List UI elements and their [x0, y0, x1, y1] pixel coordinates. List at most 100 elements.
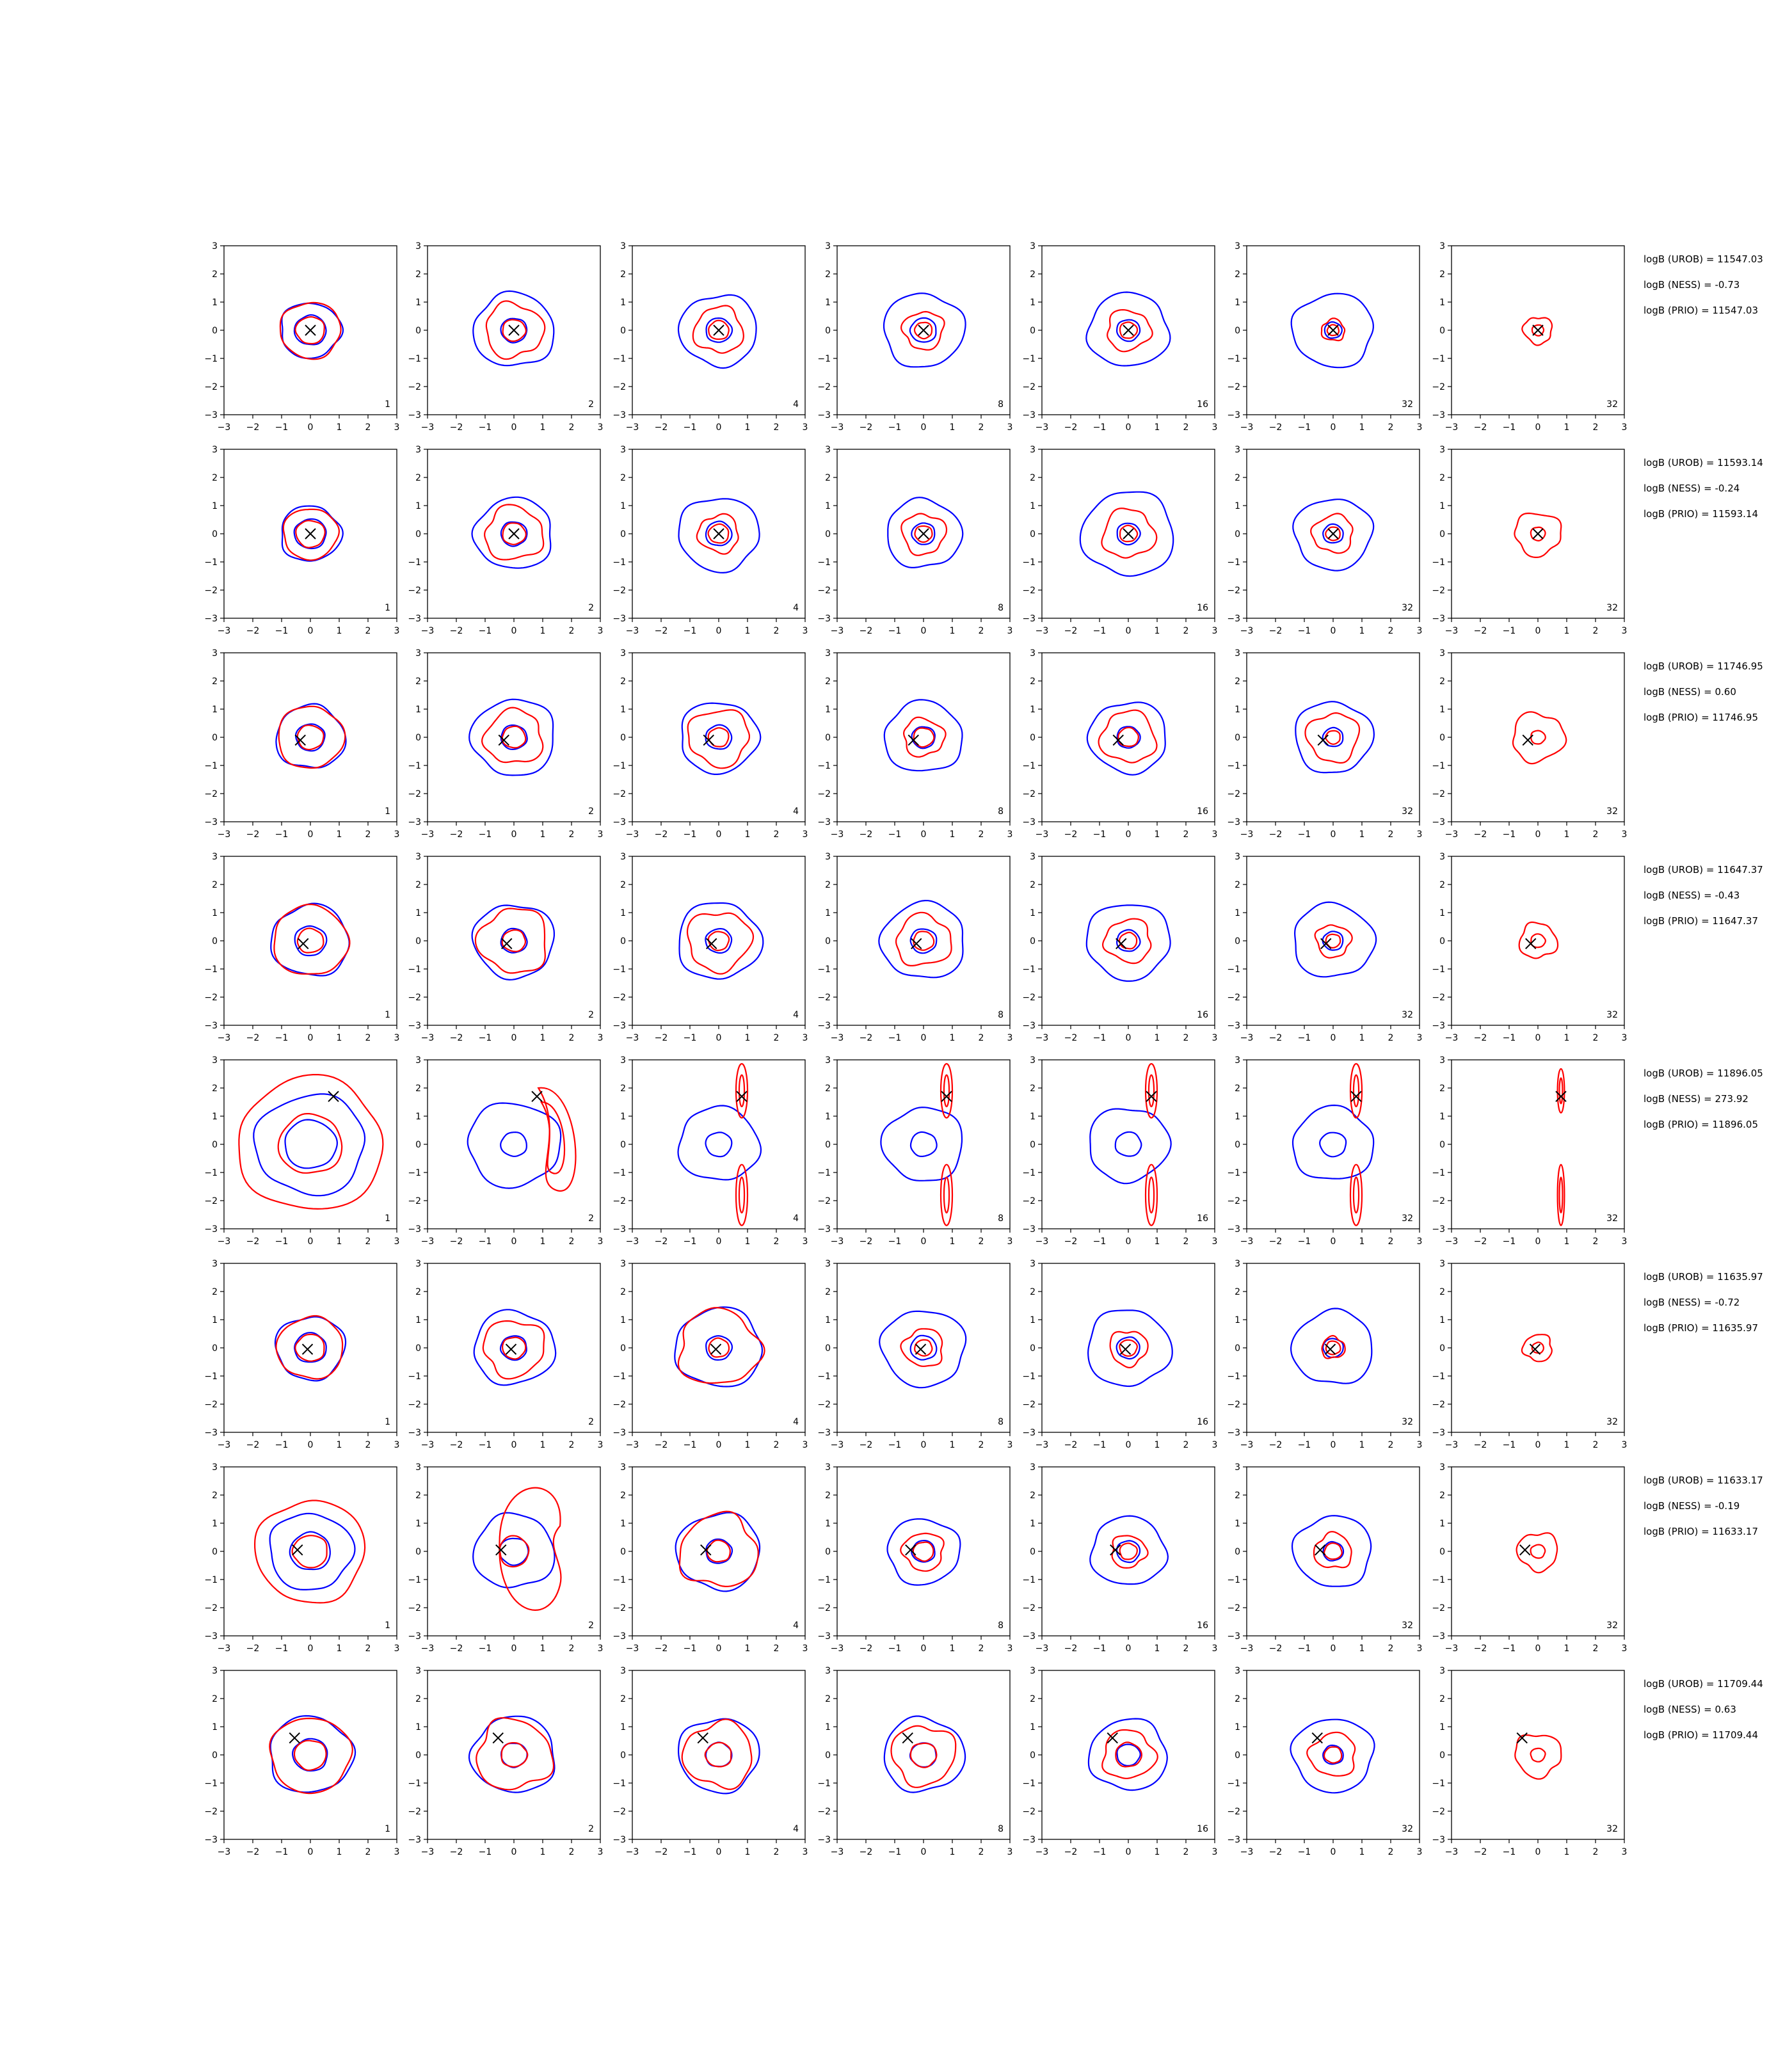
panel-count-label: 32	[1402, 1620, 1413, 1631]
logb-annotation: logB (PRIO) = 11896.05	[1644, 1119, 1758, 1130]
x-tick-label: 3	[1622, 1440, 1628, 1450]
logb-annotation: logB (PRIO) = 11647.37	[1644, 915, 1758, 927]
x-tick-label: 3	[1417, 1236, 1423, 1247]
y-tick-label: −2	[204, 789, 218, 799]
y-tick-label: −2	[1227, 1603, 1240, 1613]
y-tick-label: −1	[612, 964, 626, 975]
y-tick-label: 2	[1235, 1491, 1240, 1501]
x-tick-label: −2	[246, 1440, 260, 1450]
panel-r2-c6: −3 3 −2 2 −1 1 0 0 1 −1 2 −2 3 −3 32	[1227, 445, 1422, 636]
x-tick-label: −1	[275, 626, 289, 636]
y-tick-label: 3	[1439, 445, 1445, 455]
blue-contour-outer	[1087, 1718, 1168, 1791]
panel-r4-c7: −3 3 −2 2 −1 1 0 0 1 −1 2 −2 3 −3 32	[1432, 852, 1627, 1043]
logb-annotation: logB (PRIO) = 11593.14	[1644, 508, 1758, 520]
x-tick-label: −1	[275, 1440, 289, 1450]
red-contour-inner	[707, 727, 730, 748]
panel-count-label: 16	[1197, 1010, 1208, 1020]
y-tick-label: −2	[408, 382, 421, 392]
red-contour-inner	[501, 929, 526, 952]
y-tick-label: −2	[1227, 382, 1240, 392]
y-tick-label: 2	[1235, 269, 1240, 280]
x-tick-label: 1	[1359, 1440, 1365, 1450]
x-tick-label: 1	[540, 1644, 546, 1654]
y-tick-label: 1	[1030, 705, 1036, 715]
y-tick-label: −1	[1432, 1779, 1445, 1789]
y-tick-label: 3	[1439, 241, 1445, 252]
x-tick-label: 0	[1126, 626, 1132, 636]
x-tick-label: 1	[540, 1033, 546, 1043]
x-tick-label: 1	[337, 422, 342, 433]
x-tick-label: 0	[1331, 1236, 1336, 1247]
y-tick-label: −3	[408, 1021, 421, 1031]
x-tick-label: −1	[1298, 626, 1311, 636]
x-tick-label: 1	[337, 829, 342, 840]
panel-count-label: 32	[1606, 603, 1618, 613]
x-tick-label: 2	[979, 626, 984, 636]
x-tick-label: 0	[921, 829, 927, 840]
x-tick-label: 1	[950, 829, 956, 840]
y-tick-label: −3	[1022, 1021, 1036, 1031]
y-tick-label: 2	[415, 473, 421, 483]
panel-r3-c3: −3 3 −2 2 −1 1 0 0 1 −1 2 −2 3 −3 4	[612, 648, 808, 840]
panel-count-label: 32	[1402, 1010, 1413, 1020]
y-tick-label: 2	[212, 1084, 218, 1094]
y-tick-label: 1	[1235, 298, 1240, 308]
x-tick-label: −2	[246, 1033, 260, 1043]
x-tick-label: −1	[479, 1236, 492, 1247]
panel-count-label: 8	[998, 603, 1004, 613]
marker-x	[905, 1544, 916, 1556]
x-tick-label: −2	[655, 829, 668, 840]
x-tick-label: 1	[1155, 1644, 1160, 1654]
y-tick-label: 0	[1030, 1750, 1036, 1761]
logb-annotation: logB (UROB) = 11709.44	[1644, 1678, 1763, 1690]
x-tick-label: 1	[1155, 1033, 1160, 1043]
x-tick-label: 2	[1183, 422, 1189, 433]
x-tick-label: 2	[1388, 1033, 1394, 1043]
marker-x	[498, 734, 509, 746]
x-tick-label: 2	[1388, 1236, 1394, 1247]
panel-r4-c6: −3 3 −2 2 −1 1 0 0 1 −1 2 −2 3 −3 32	[1227, 852, 1422, 1043]
y-tick-label: −1	[1227, 1372, 1240, 1382]
panel-r7-c4: −3 3 −2 2 −1 1 0 0 1 −1 2 −2 3 −3 8	[817, 1462, 1012, 1654]
red-contour-outer	[1516, 1532, 1558, 1574]
y-tick-label: 3	[1030, 852, 1036, 862]
y-tick-label: 1	[415, 1722, 421, 1732]
marker-x	[292, 1544, 303, 1556]
y-tick-label: −3	[408, 614, 421, 624]
y-tick-label: −1	[1432, 964, 1445, 975]
y-tick-label: −1	[1022, 1168, 1036, 1178]
y-tick-label: −1	[1227, 761, 1240, 771]
y-tick-label: 2	[415, 1491, 421, 1501]
x-tick-label: 0	[716, 626, 722, 636]
red-contour-outer	[900, 1532, 945, 1572]
red-contour-outer	[678, 1510, 759, 1588]
x-tick-label: −3	[1445, 1644, 1459, 1654]
x-tick-label: 2	[569, 1847, 575, 1857]
x-tick-label: −1	[1093, 1033, 1107, 1043]
panel-count-label: 4	[793, 1010, 799, 1020]
panel-count-label: 4	[793, 1213, 799, 1224]
y-tick-label: −2	[1022, 1807, 1036, 1817]
x-tick-label: −3	[831, 626, 844, 636]
y-tick-label: 3	[825, 1055, 831, 1066]
x-tick-label: −2	[450, 1644, 463, 1654]
y-tick-label: 2	[825, 880, 831, 890]
red-contour-inner	[909, 1742, 938, 1768]
y-tick-label: 1	[212, 1315, 218, 1325]
panel-count-label: 32	[1402, 1213, 1413, 1224]
y-tick-label: 1	[212, 501, 218, 511]
red-contour-outer	[1306, 1731, 1356, 1777]
y-tick-label: −1	[1022, 1372, 1036, 1382]
y-tick-label: 2	[620, 676, 626, 687]
x-tick-label: 1	[950, 1236, 956, 1247]
y-tick-label: 3	[212, 648, 218, 659]
panel-r3-c6: −3 3 −2 2 −1 1 0 0 1 −1 2 −2 3 −3 32	[1227, 648, 1422, 840]
y-tick-label: 1	[1235, 705, 1240, 715]
y-tick-label: −3	[1227, 1835, 1240, 1845]
x-tick-label: 0	[1535, 626, 1541, 636]
y-tick-label: 0	[620, 1343, 626, 1354]
x-tick-label: 2	[774, 1847, 780, 1857]
marker-x	[328, 1091, 339, 1102]
